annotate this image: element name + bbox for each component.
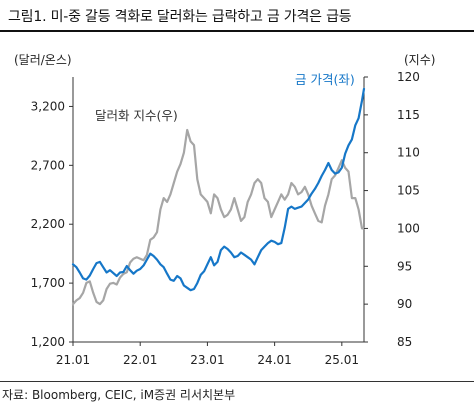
- axes-layer: [72, 77, 365, 343]
- title-rule: [0, 30, 474, 32]
- right-tick-label: 100: [397, 221, 420, 235]
- x-tick-label: 25.01: [325, 353, 359, 367]
- right-tick-label: 105: [397, 184, 420, 198]
- line-chart: 1,200 1,700 2,200 2,700 3,200 85 90 95 100 105 110…: [14, 53, 435, 367]
- x-tick-label: 23.01: [190, 353, 224, 367]
- gold-price-line: [71, 87, 366, 292]
- figure-title: 그림1. 미-중 갈등 격화로 달러화는 급락하고 금 가격은 급등: [8, 9, 352, 25]
- source-note: 자료: Bloomberg, CEIC, iM증권 리서치본부: [2, 388, 236, 402]
- x-tick-label: 24.01: [257, 353, 291, 367]
- left-tick-label: 3,200: [31, 99, 65, 113]
- x-tick-label: 21.01: [56, 353, 90, 367]
- legend-gold: 금 가격(좌): [295, 72, 355, 87]
- left-axis-unit: (달러/온스): [14, 53, 72, 67]
- left-tick-label: 2,200: [31, 217, 65, 231]
- legend-dollar: 달러화 지수(우): [95, 108, 178, 123]
- right-tick-label: 90: [397, 297, 412, 311]
- left-tick-label: 2,700: [31, 158, 65, 172]
- x-tick-label: 22.01: [123, 353, 157, 367]
- right-tick-label: 110: [397, 146, 420, 160]
- left-tick-label: 1,200: [31, 335, 65, 349]
- dollar-index-line: [71, 128, 366, 306]
- series-layer: [71, 87, 366, 306]
- right-tick-label: 85: [397, 335, 412, 349]
- right-tick-label: 120: [397, 70, 420, 84]
- source-rule: [0, 381, 474, 382]
- right-tick-label: 95: [397, 259, 412, 273]
- left-tick-label: 1,700: [31, 276, 65, 290]
- ticks-layer: 1,200 1,700 2,200 2,700 3,200 85 90 95 100 105 110…: [31, 70, 420, 367]
- right-axis-unit: (지수): [404, 53, 435, 67]
- right-tick-label: 115: [397, 108, 420, 122]
